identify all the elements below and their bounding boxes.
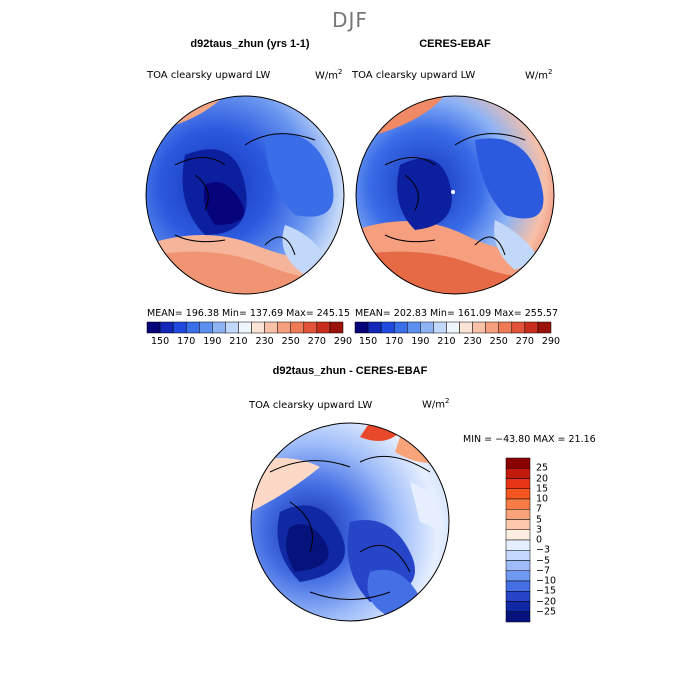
colorbar-tick-label: 150	[358, 336, 378, 347]
colorbar-swatch	[498, 321, 513, 334]
colorbar-swatch	[303, 321, 318, 334]
colorbar-swatch	[393, 321, 408, 334]
colorbar-level-label: 5	[536, 514, 543, 525]
difference-stats: MIN = −43.80 MAX = 21.16	[463, 434, 596, 445]
colorbar-tick-label: 190	[411, 336, 430, 347]
colorbar-swatch	[446, 321, 460, 334]
colorbar-swatch	[505, 591, 531, 602]
colorbar-level-label: −5	[536, 555, 551, 566]
colorbar-swatch	[459, 321, 473, 334]
panel-1-variable: TOA clearsky upward LW	[147, 70, 271, 81]
colorbar-level-label: −25	[536, 606, 557, 618]
difference-colorbar-labels: 25 20 15 10 7 5 3 0 −3 −5 −7 −10 −15 −20 −25	[536, 458, 576, 622]
panel-1-map	[145, 95, 345, 295]
colorbar-level-label: −3	[536, 544, 551, 556]
colorbar-level-label: 3	[536, 524, 543, 536]
colorbar-swatch	[505, 519, 531, 530]
panel-2-map	[355, 95, 555, 295]
colorbar-swatch	[485, 321, 499, 334]
colorbar-swatch	[251, 321, 265, 334]
colorbar-tick-label: 270	[307, 336, 326, 347]
colorbar-tick-label: 150	[150, 336, 170, 347]
colorbar-tick-label: 230	[255, 336, 274, 347]
panel-2-colorbar-ticks: 150 170 190 210 230 250 270 290	[355, 336, 560, 348]
panel-2-title: CERES-EBAF	[419, 38, 491, 50]
colorbar-swatch	[433, 321, 447, 334]
colorbar-level-label: 20	[536, 473, 549, 484]
panel-1-stats: MEAN= 196.38 Min= 137.69 Max= 245.15	[147, 308, 351, 319]
panel-2-units: W/m2	[525, 68, 553, 82]
colorbar-swatch	[511, 321, 526, 334]
panel-1-title: d92taus_zhun (yrs 1-1)	[190, 38, 310, 50]
colorbar-swatch	[524, 321, 539, 334]
colorbar-tick-label: 250	[281, 336, 300, 347]
colorbar-swatch	[505, 580, 531, 592]
colorbar-swatch	[329, 321, 344, 334]
colorbar-swatch	[505, 570, 531, 582]
colorbar-swatch	[225, 321, 239, 334]
colorbar-level-label: 25	[536, 462, 549, 474]
colorbar-swatch	[354, 321, 369, 334]
colorbar-swatch	[505, 488, 531, 500]
colorbar-swatch	[199, 321, 213, 334]
colorbar-swatch	[277, 321, 291, 334]
panel-2-variable: TOA clearsky upward LW	[352, 70, 476, 81]
colorbar-level-label: −15	[536, 585, 557, 597]
colorbar-swatch	[407, 321, 421, 334]
colorbar-swatch	[505, 468, 531, 479]
colorbar-swatch	[505, 457, 531, 469]
difference-colorbar	[505, 457, 531, 623]
colorbar-swatch	[172, 321, 187, 334]
panel-1-colorbar-ticks: 150 170 190 210 230 250 270 290	[147, 336, 352, 348]
colorbar-swatch	[472, 321, 486, 334]
colorbar-swatch	[505, 529, 531, 541]
colorbar-swatch	[380, 321, 395, 334]
colorbar-level-label: −20	[536, 596, 557, 607]
colorbar-swatch	[238, 321, 252, 334]
colorbar-tick-label: 190	[203, 336, 222, 347]
colorbar-level-label: 0	[536, 534, 543, 546]
colorbar-tick-label: 270	[515, 336, 534, 347]
colorbar-tick-label: 170	[385, 336, 404, 347]
colorbar-level-label: −7	[536, 565, 551, 577]
colorbar-tick-label: 230	[463, 336, 482, 347]
figure-title: DJF	[332, 8, 368, 32]
colorbar-tick-label: 290	[333, 336, 353, 347]
colorbar-swatch	[505, 539, 531, 551]
colorbar-swatch	[537, 321, 552, 334]
colorbar-level-label: 15	[536, 483, 549, 495]
colorbar-swatch	[316, 321, 331, 334]
colorbar-swatch	[505, 498, 531, 510]
colorbar-swatch	[212, 321, 226, 334]
colorbar-swatch	[146, 321, 161, 334]
colorbar-level-label: 10	[536, 493, 549, 505]
panel-1-colorbar	[146, 321, 344, 334]
colorbar-swatch	[290, 321, 305, 334]
colorbar-swatch	[505, 550, 531, 561]
colorbar-tick-label: 250	[489, 336, 508, 347]
colorbar-tick-label: 210	[437, 336, 456, 347]
difference-title: d92taus_zhun - CERES-EBAF	[272, 365, 428, 377]
panel-1-units: W/m2	[315, 68, 343, 82]
colorbar-swatch	[420, 321, 434, 334]
colorbar-swatch	[505, 478, 531, 489]
difference-variable: TOA clearsky upward LW	[249, 400, 373, 411]
colorbar-swatch	[505, 509, 531, 520]
colorbar-tick-label: 170	[177, 336, 196, 347]
colorbar-swatch	[367, 321, 382, 334]
panel-2-stats: MEAN= 202.83 Min= 161.09 Max= 255.57	[355, 308, 559, 319]
colorbar-swatch	[159, 321, 174, 334]
colorbar-tick-label: 290	[541, 336, 561, 347]
difference-units: W/m2	[422, 397, 450, 411]
colorbar-swatch	[185, 321, 200, 334]
colorbar-level-label: 7	[536, 503, 543, 515]
colorbar-swatch	[505, 611, 531, 623]
colorbar-level-label: −10	[536, 575, 557, 587]
difference-map	[250, 422, 450, 622]
colorbar-swatch	[505, 560, 531, 571]
colorbar-swatch	[505, 601, 531, 612]
panel-2-colorbar	[354, 321, 552, 334]
colorbar-swatch	[264, 321, 278, 334]
colorbar-tick-label: 210	[229, 336, 248, 347]
